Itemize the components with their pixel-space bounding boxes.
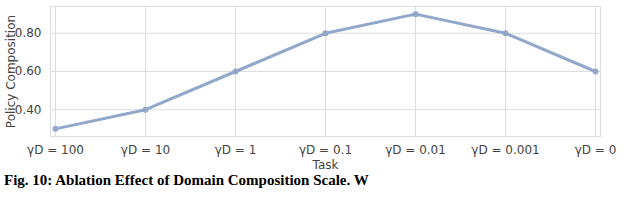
svg-text:0.80: 0.80 [15, 26, 42, 40]
svg-text:γD = 10: γD = 10 [121, 143, 170, 157]
svg-text:γD = 100: γD = 100 [27, 143, 84, 157]
svg-text:γD = 0.01: γD = 0.01 [385, 143, 446, 157]
svg-text:Task: Task [312, 158, 339, 172]
svg-text:γD = 0.1: γD = 0.1 [299, 143, 352, 157]
svg-text:γD = 1: γD = 1 [215, 143, 257, 157]
svg-text:γD = 0: γD = 0 [575, 143, 617, 157]
svg-text:0.40: 0.40 [15, 103, 42, 117]
svg-text:0.60: 0.60 [15, 64, 42, 78]
svg-text:γD = 0.001: γD = 0.001 [471, 143, 539, 157]
html-text:Fig. 10: Ablation Effect of Do: Fig. 10: Ablation Effect of Domain Compo… [4, 172, 369, 188]
svg-text:Policy Composition: Policy Composition [4, 15, 18, 128]
